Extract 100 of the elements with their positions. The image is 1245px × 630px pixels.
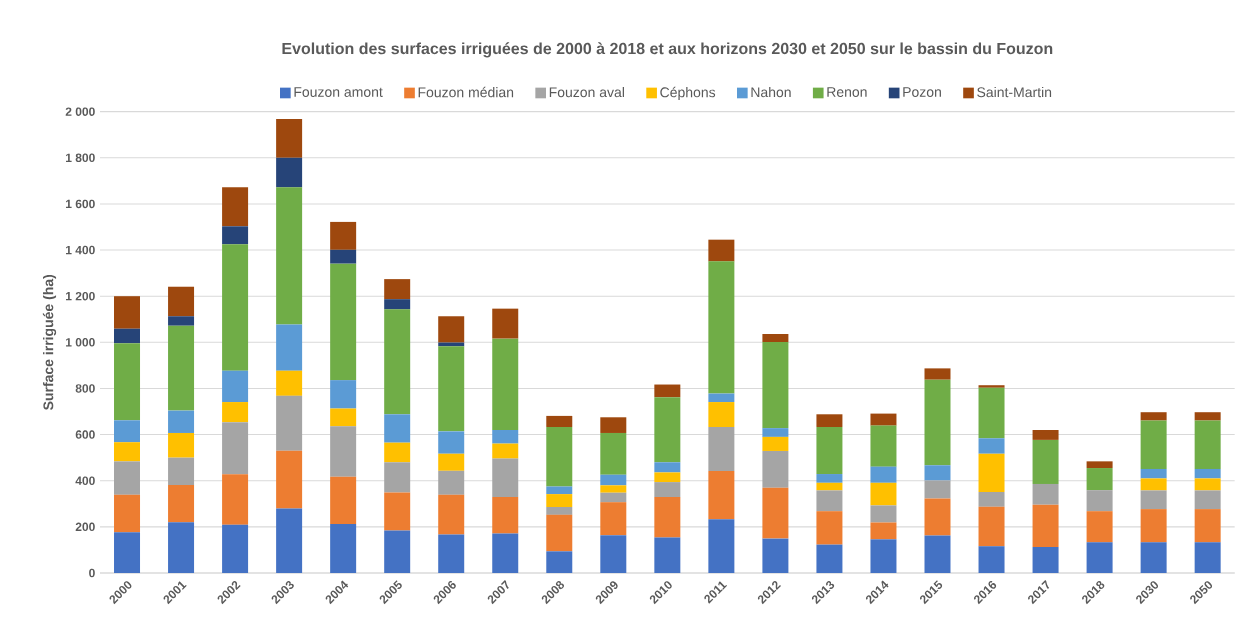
y-tick-label: 1 400 bbox=[66, 245, 95, 255]
bar bbox=[168, 432, 195, 458]
bar bbox=[384, 492, 411, 531]
y-tick-label: 0 bbox=[89, 568, 95, 578]
bar bbox=[600, 417, 627, 433]
bar bbox=[816, 474, 843, 483]
bar bbox=[1194, 412, 1221, 421]
bar bbox=[1140, 468, 1167, 479]
bar bbox=[600, 502, 627, 536]
legend-label: Fouzon médian bbox=[418, 86, 514, 98]
bar bbox=[978, 546, 1005, 573]
bar bbox=[708, 471, 735, 520]
bar bbox=[384, 530, 411, 573]
bar bbox=[600, 474, 627, 486]
bar bbox=[492, 308, 519, 339]
bar bbox=[114, 343, 141, 421]
bar bbox=[600, 535, 627, 573]
bar bbox=[1086, 542, 1113, 573]
bar bbox=[870, 539, 897, 573]
bar bbox=[384, 442, 411, 463]
y-tick-label: 200 bbox=[75, 522, 95, 532]
bar bbox=[546, 426, 573, 487]
bar bbox=[654, 482, 681, 498]
bar bbox=[1086, 468, 1113, 491]
y-tick-label: 1 000 bbox=[66, 338, 95, 347]
bar bbox=[1140, 420, 1167, 469]
bar bbox=[762, 450, 789, 488]
bar bbox=[438, 431, 465, 454]
bar bbox=[978, 385, 1005, 388]
bar bbox=[492, 429, 519, 444]
bar bbox=[1194, 509, 1221, 543]
bar bbox=[114, 420, 141, 443]
bar bbox=[114, 461, 141, 495]
legend-label: Renon bbox=[827, 87, 867, 97]
bar bbox=[1194, 490, 1221, 510]
bar bbox=[924, 368, 951, 380]
bar bbox=[276, 508, 303, 573]
y-tick-label: 800 bbox=[75, 384, 95, 393]
bar bbox=[276, 324, 303, 371]
bar bbox=[114, 442, 141, 462]
bar bbox=[384, 309, 411, 415]
bar bbox=[114, 296, 141, 329]
bar bbox=[978, 453, 1005, 493]
bar bbox=[1032, 546, 1059, 573]
bar bbox=[924, 465, 951, 481]
bar bbox=[384, 414, 411, 443]
bar bbox=[762, 428, 789, 437]
bar bbox=[924, 535, 951, 573]
bar bbox=[438, 453, 465, 471]
bar bbox=[762, 334, 789, 343]
bar bbox=[1086, 490, 1113, 512]
y-tick-label: 400 bbox=[75, 476, 95, 485]
bar bbox=[330, 263, 357, 381]
bar bbox=[870, 413, 897, 426]
bar bbox=[870, 505, 897, 523]
bar bbox=[276, 157, 303, 188]
bar bbox=[114, 532, 141, 573]
bar bbox=[222, 370, 249, 403]
bar bbox=[330, 249, 357, 264]
y-tick-label: 2 000 bbox=[65, 107, 95, 116]
bar bbox=[1140, 412, 1167, 421]
bar bbox=[546, 514, 573, 552]
bar bbox=[978, 438, 1005, 454]
bar bbox=[1140, 478, 1167, 491]
bar bbox=[330, 408, 357, 427]
bar bbox=[1140, 509, 1167, 543]
legend-label: Céphons bbox=[660, 86, 716, 101]
bar bbox=[168, 316, 195, 326]
chart-title: Evolution des surfaces irriguées de 2000 à 2018 et aux horizons 2030 et 2050 sur le bassin du Fouzon bbox=[282, 42, 1053, 58]
bar bbox=[330, 524, 357, 573]
bar bbox=[654, 384, 681, 398]
bar bbox=[222, 474, 249, 525]
bar bbox=[924, 379, 951, 466]
legend-label: Saint-Martin bbox=[977, 86, 1052, 98]
bar bbox=[222, 226, 249, 245]
bar bbox=[1140, 542, 1167, 573]
bar bbox=[168, 485, 195, 523]
bar bbox=[168, 522, 195, 573]
bar bbox=[546, 494, 573, 508]
bar bbox=[492, 443, 519, 459]
bar bbox=[546, 486, 573, 495]
bar bbox=[1032, 439, 1059, 484]
bar bbox=[276, 119, 303, 158]
bar bbox=[762, 538, 789, 573]
bar bbox=[978, 492, 1005, 507]
bar bbox=[870, 482, 897, 506]
bar bbox=[600, 485, 627, 493]
bar bbox=[600, 432, 627, 475]
bar bbox=[870, 466, 897, 483]
bar bbox=[276, 395, 303, 451]
legend-label: Fouzon aval bbox=[549, 86, 624, 98]
bar bbox=[708, 426, 735, 472]
bar bbox=[546, 507, 573, 515]
bar bbox=[708, 239, 735, 262]
bar bbox=[1194, 420, 1221, 469]
bar bbox=[654, 497, 681, 538]
bar bbox=[546, 415, 573, 427]
bar bbox=[762, 342, 789, 429]
bar bbox=[1032, 483, 1059, 505]
bar bbox=[438, 494, 465, 535]
